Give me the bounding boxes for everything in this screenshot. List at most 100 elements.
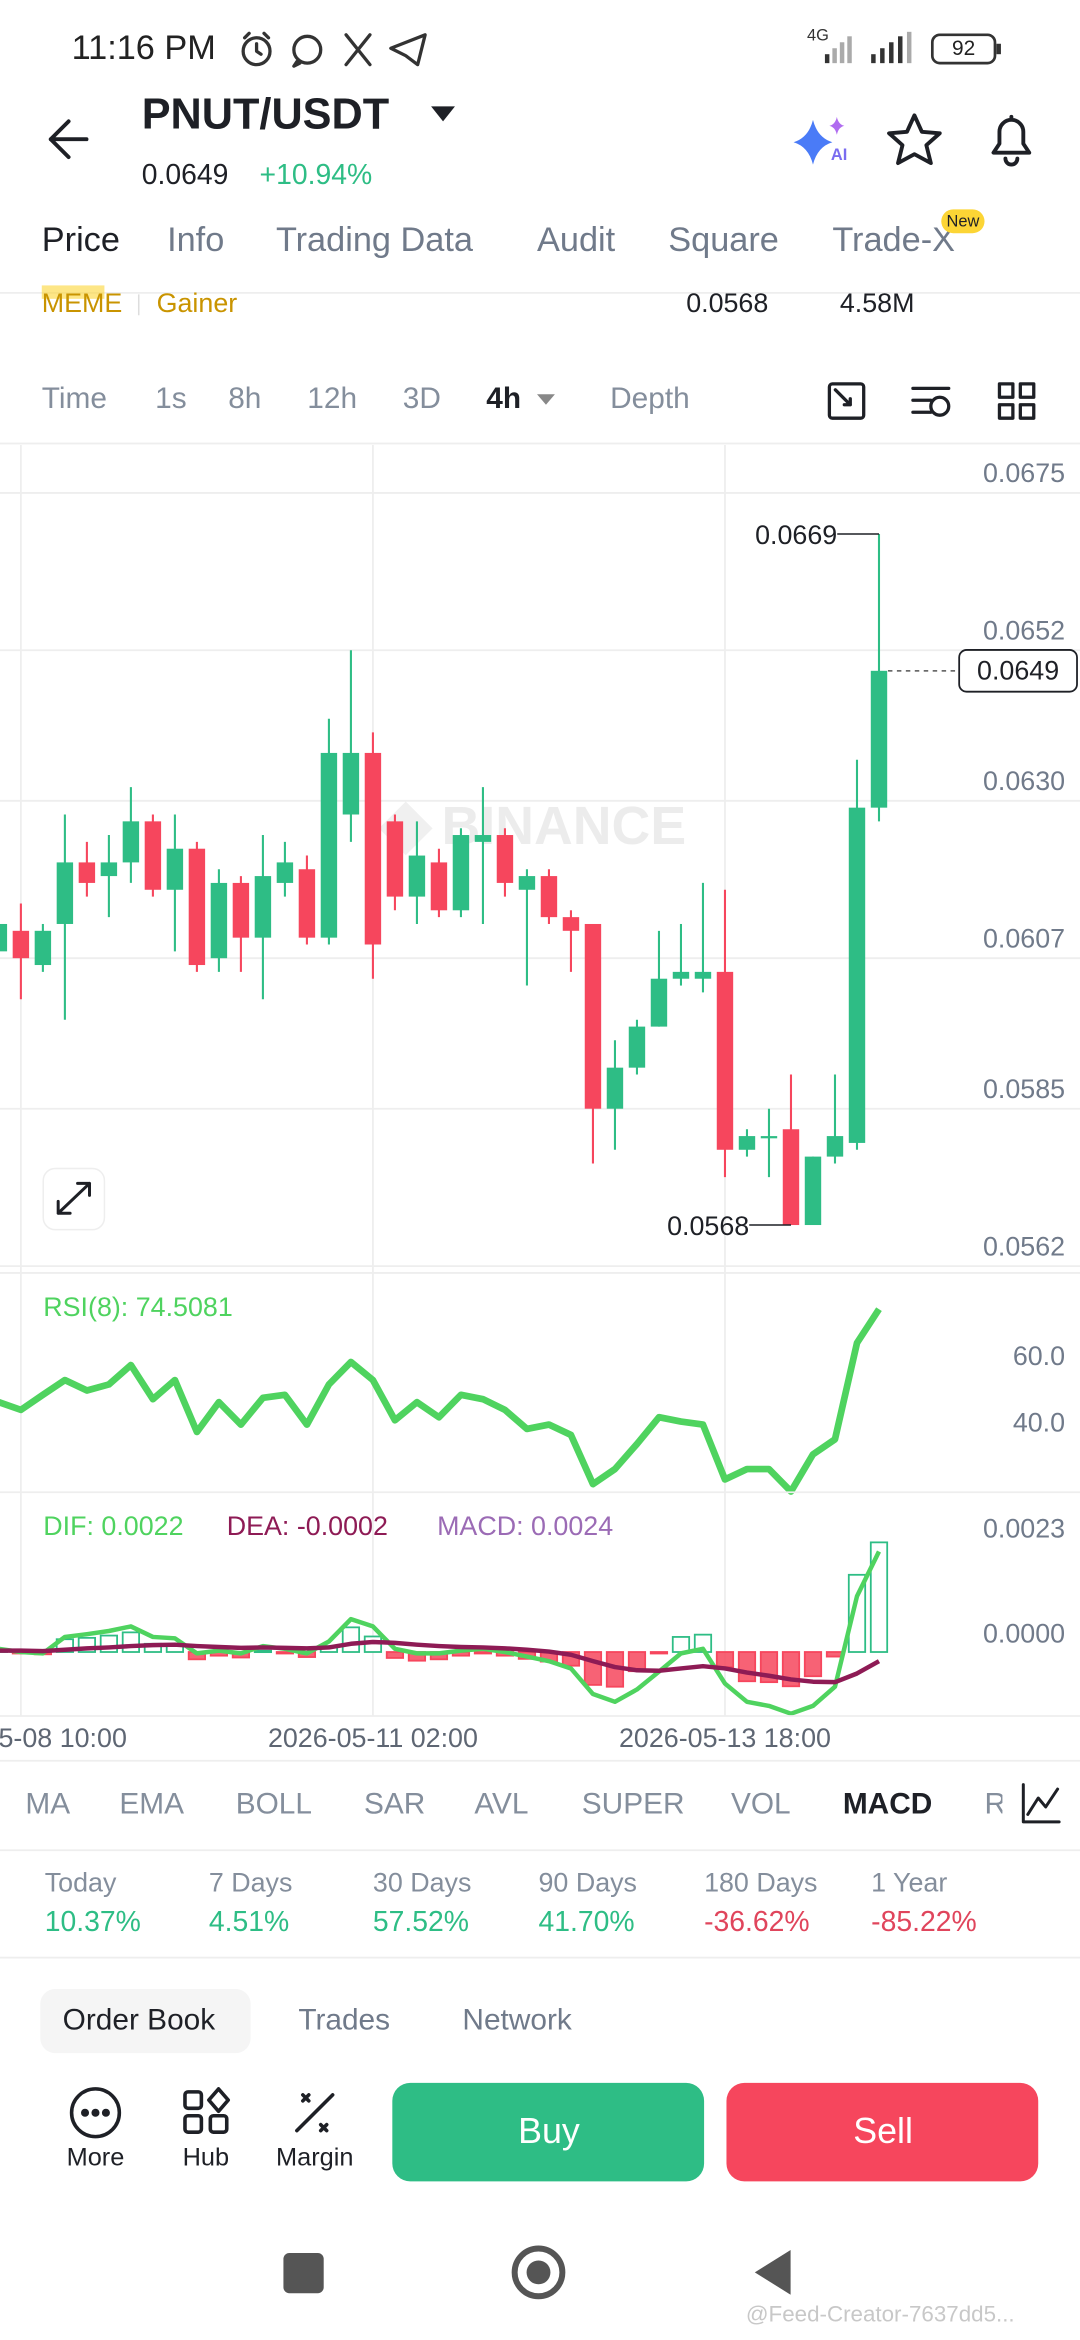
header-change: +10.94% [260,159,373,191]
indicator[interactable]: SAR [364,1787,425,1820]
candle-body [320,752,338,938]
status-time: 11:16 PM [72,29,216,67]
candle-body [716,971,734,1150]
tab[interactable]: Trade-X [832,221,955,259]
ai-icon[interactable] [793,119,833,165]
candle-body [562,917,580,931]
candle-body [408,855,426,897]
interval[interactable]: 1s [155,382,187,415]
indicator[interactable]: AVL [474,1787,528,1820]
period-change: 57.52% [373,1906,469,1938]
period-label: Today [45,1868,117,1898]
alert-button[interactable] [991,114,1032,167]
back-button[interactable] [48,119,89,160]
macd-bar [341,1626,361,1653]
action-label[interactable]: More [67,2144,125,2172]
tab[interactable]: Square [668,221,779,259]
battery [930,33,997,65]
meme-highlight [41,285,105,299]
macd-bar [649,1651,669,1655]
tab-highlight [40,1988,251,2054]
book-tab[interactable]: Order Book [63,2004,216,2037]
tool-icon[interactable] [911,386,951,414]
tool-icon[interactable] [997,382,1015,399]
indicator[interactable]: VOL [731,1787,791,1820]
y-tick-label: 0.0000 [983,1619,1065,1649]
pair-dropdown[interactable] [431,106,455,122]
y-tick-label: 0.0652 [983,615,1065,645]
macd-bar [253,1649,273,1654]
x-tick-label: 2026-05-13 18:00 [619,1723,831,1753]
favorite-button[interactable] [887,113,942,166]
last-price-label: 0.0649 [977,655,1059,685]
y-tick-label: 0.0607 [983,923,1065,953]
candle-body [166,848,184,890]
candle-body [474,835,492,842]
interval[interactable]: Time [42,382,107,415]
macd-bar [715,1651,735,1668]
indicator[interactable]: SUPER [582,1787,685,1820]
interval-dropdown[interactable] [537,394,555,405]
indicator[interactable]: EMA [119,1787,184,1820]
indicator[interactable]: MACD [843,1787,932,1820]
tag-gainer[interactable]: Gainer [157,288,238,318]
action-label[interactable]: Margin [276,2144,353,2172]
candle-body [804,1156,822,1226]
tab[interactable]: Audit [537,221,616,259]
indicator-bar: MAEMABOLLSARAVLSUPERVOLMACDRSI [25,1787,1034,1820]
interval[interactable]: 3D [403,382,441,415]
candle-body [738,1136,756,1150]
interval[interactable]: 4h [486,382,521,415]
macd-bar [847,1573,867,1653]
tab[interactable]: Info [167,221,224,259]
interval[interactable]: Depth [610,382,690,415]
tab[interactable]: Price [42,221,120,259]
period-change: 10.37% [45,1906,141,1938]
action-label[interactable]: Hub [183,2144,230,2172]
candle-body [276,862,294,883]
indicator[interactable]: MA [25,1787,70,1820]
rsi-label: RSI(8): 74.5081 [43,1292,233,1322]
macd-legend: MACD: 0.0024 [437,1511,613,1541]
nav-home[interactable] [511,2245,566,2300]
indicator[interactable]: BOLL [236,1787,312,1820]
nav-recent[interactable] [283,2252,324,2294]
nav-home-dot [526,2260,551,2285]
indicator-settings[interactable] [1021,1783,1061,1824]
y-tick-label: 0.0630 [983,766,1065,796]
candle-body [606,1067,624,1109]
interval[interactable]: 8h [228,382,261,415]
macd-bar [671,1636,691,1653]
candle-body [100,862,118,877]
book-tab[interactable]: Network [462,2004,571,2037]
y-tick-label: 0.0562 [983,1231,1065,1261]
ai-badge: AI [831,146,847,164]
candle-body [34,930,52,966]
sell-button[interactable] [726,2082,1039,2182]
candle-body [870,670,888,808]
stat-low: 0.0568 [686,288,768,318]
period-change: -85.22% [871,1906,977,1938]
plot: 0.0562 0.0585 0.0607 0.0630 0.0652 0.0675 2026… [0,458,1078,1753]
book-tab[interactable]: Trades [298,2004,390,2037]
buy-label: Buy [518,2111,580,2151]
tag-meme[interactable]: MEME [42,288,123,318]
interval[interactable]: 12h [307,382,357,415]
macd-bar [737,1651,757,1683]
nav-back[interactable] [754,2250,791,2295]
pair-title[interactable]: PNUT/USDT [142,90,389,138]
y-tick-label: 40.0 [1013,1408,1065,1438]
tab[interactable]: Trading Data [276,221,474,259]
y-tick-label: 0.0675 [983,458,1065,488]
macd-line [0,1550,881,1716]
action-icons [69,2087,335,2139]
period-label: 30 Days [373,1868,471,1898]
candle-body [56,862,74,924]
macd-bar [473,1651,493,1655]
candle-body [342,752,360,815]
buy-button[interactable] [392,2082,705,2182]
tool-icon[interactable] [827,382,866,420]
chart-watermark: BINANCE [442,796,687,856]
